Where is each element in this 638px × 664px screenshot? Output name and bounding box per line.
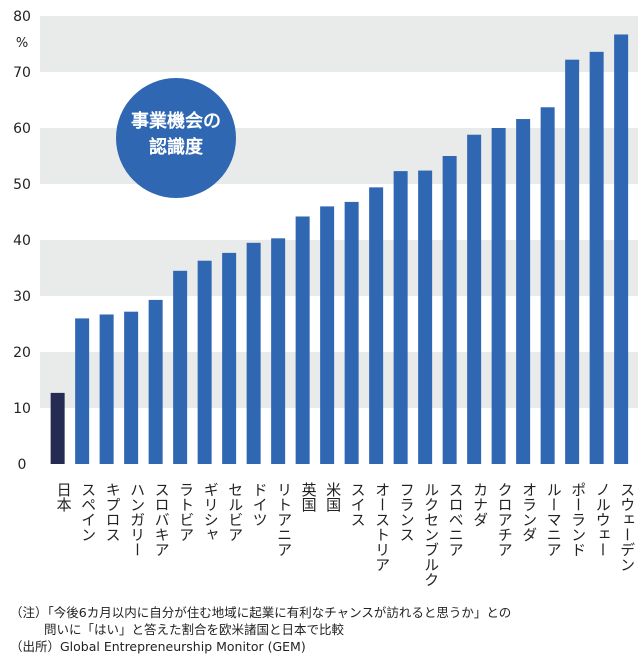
bar-10 [295,216,310,464]
bar-19 [516,119,531,464]
chart-title-line1: 事業機会の [131,110,221,132]
x-tick-label: オランダ [520,482,538,542]
x-tick-label: スロベニア [447,482,465,557]
bar-1 [75,318,90,464]
bar-5 [173,270,188,464]
x-tick-label: 米国 [324,482,342,512]
bars [50,34,629,465]
note-line-1: （注）「今後6カ月以内に自分が住む地域に起業に有利なチャンスが訪れると思うか」と… [10,605,512,620]
y-tick-label: 50 [13,177,31,193]
chart-title-badge: 事業機会の 認識度 [116,78,236,198]
x-tick-labels: 日本 スペイン キプロス ハンガリー スロバキア ラトビア ギリシャ セルビア ドイツ リトアニア… [55,481,637,587]
x-tick-label: ラトビア [177,482,195,542]
grid-band [40,352,638,408]
bar-4 [148,299,163,464]
bar-15 [418,170,433,464]
bar-21 [565,59,580,465]
y-tick-label: 0 [18,457,27,473]
y-tick-label: 70 [13,65,31,81]
grid-band [40,240,638,296]
bar-22 [589,51,604,465]
x-tick-label: ルクセンブルク [422,482,440,587]
bar-18 [491,128,506,464]
x-tick-label: スロバキア [153,482,171,557]
title-badge-circle [116,78,236,198]
x-tick-label: ドイツ [251,482,269,527]
source-line: （出所）Global Entrepreneurship Monitor (GEM… [10,639,306,654]
x-tick-label: スウェーデン [618,482,636,572]
chart-title-line2: 認識度 [149,136,204,158]
bar-7 [222,252,237,464]
y-tick-label: 20 [13,345,31,361]
bar-3 [124,311,139,464]
x-tick-label: オーストリア [373,482,391,572]
bar-13 [369,187,384,465]
y-tick-label: 30 [13,289,31,305]
bar-2 [99,314,114,464]
x-tick-label: ノルウェー [594,482,612,557]
y-tick-label: 10 [13,401,31,417]
x-tick-label: ルーマニア [545,482,563,557]
bar-0 [50,392,65,464]
bar-9 [271,238,286,464]
x-tick-label: 日本 [55,482,73,512]
grid-bands [40,16,638,408]
bar-16 [442,156,457,464]
y-unit-label: % [16,36,28,51]
x-tick-label: 英国 [300,481,318,512]
y-tick-label: 80 [13,9,31,25]
y-axis: 0 10 20 30 40 50 60 70 80 [13,9,31,473]
bar-20 [540,107,555,464]
y-tick-label: 60 [13,121,31,137]
note-line-2: 問いに「はい」と答えた割合を欧米諸国と日本で比較 [44,622,345,637]
x-tick-label: ハンガリー [128,482,146,557]
bar-12 [344,201,359,465]
bar-23 [614,34,629,464]
bar-11 [320,206,335,464]
grid-band [40,16,638,72]
bar-17 [467,134,482,464]
x-tick-label: キプロス [104,482,122,542]
chart-notes: （注）「今後6カ月以内に自分が住む地域に起業に有利なチャンスが訪れると思うか」と… [10,604,635,655]
x-tick-label: リトアニア [275,482,293,557]
x-tick-label: カナダ [471,482,489,527]
x-tick-label: クロアチア [496,482,514,557]
y-tick-label: 40 [13,233,31,249]
bar-6 [197,260,212,464]
bar-14 [393,171,408,464]
x-tick-label: ポーランド [569,482,587,557]
x-tick-label: フランス [398,482,416,542]
x-tick-label: ギリシャ [202,482,220,542]
bar-8 [246,242,261,464]
x-tick-label: スイス [349,482,367,527]
x-tick-label: セルビア [226,482,244,542]
x-tick-label: スペイン [79,482,97,542]
